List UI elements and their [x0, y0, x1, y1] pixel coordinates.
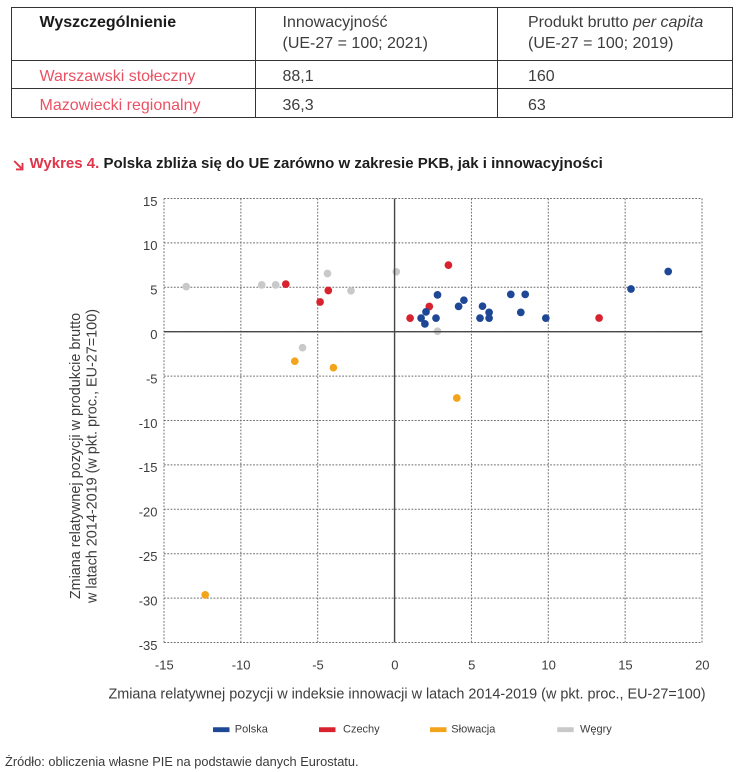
svg-text:-10: -10 — [139, 416, 158, 431]
svg-text:Zmiana relatywnej pozycji w pr: Zmiana relatywnej pozycji w produkcie br… — [68, 313, 84, 599]
svg-text:w latach 2014-2019 (w pkt. pro: w latach 2014-2019 (w pkt. proc., EU-27=… — [85, 309, 101, 604]
svg-text:-15: -15 — [155, 658, 174, 673]
svg-text:15: 15 — [143, 194, 157, 209]
svg-text:-20: -20 — [139, 505, 158, 520]
svg-text:Czechy: Czechy — [343, 724, 380, 736]
svg-text:Polska: Polska — [235, 724, 269, 736]
svg-text:20: 20 — [695, 658, 709, 673]
svg-text:-35: -35 — [139, 638, 158, 653]
svg-text:-5: -5 — [312, 658, 324, 673]
svg-text:Zmiana relatywnej pozycji w in: Zmiana relatywnej pozycji w indeksie inn… — [108, 687, 705, 703]
svg-text:0: 0 — [150, 327, 157, 342]
svg-text:-25: -25 — [139, 549, 158, 564]
svg-text:-5: -5 — [146, 371, 158, 386]
svg-text:Słowacja: Słowacja — [451, 724, 496, 736]
svg-text:-15: -15 — [139, 460, 158, 475]
svg-text:Węgry: Węgry — [580, 724, 612, 736]
svg-text:15: 15 — [618, 658, 632, 673]
svg-text:-30: -30 — [139, 593, 158, 608]
svg-text:-10: -10 — [232, 658, 251, 673]
svg-text:10: 10 — [143, 238, 157, 253]
svg-text:10: 10 — [541, 658, 555, 673]
svg-text:5: 5 — [468, 658, 475, 673]
svg-text:5: 5 — [150, 283, 157, 298]
svg-text:0: 0 — [391, 658, 398, 673]
